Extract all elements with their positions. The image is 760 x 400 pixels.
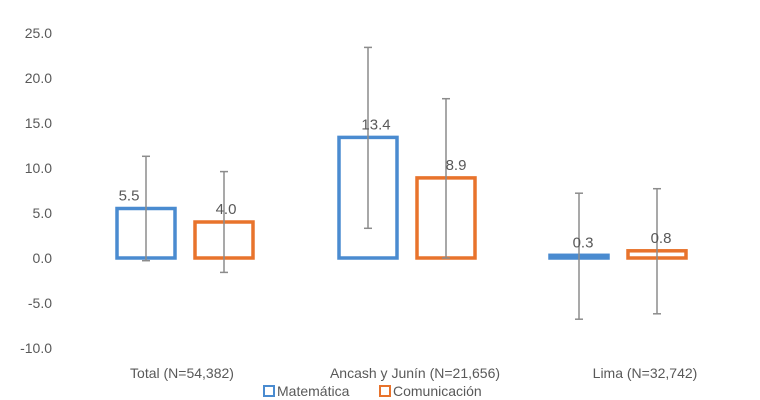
category-label: Ancash y Junín (N=21,656): [330, 365, 500, 381]
data-labels: 5.5 13.4 0.3 4.0 8.9 0.8: [119, 116, 672, 251]
y-tick-label: 20.0: [25, 70, 52, 86]
category-label: Lima (N=32,742): [593, 365, 698, 381]
data-label: 8.9: [446, 157, 467, 174]
data-label: 5.5: [119, 188, 140, 205]
legend-label: Comunicación: [393, 383, 482, 399]
category-labels: Total (N=54,382) Ancash y Junín (N=21,656…: [130, 365, 697, 381]
data-label: 0.8: [651, 230, 672, 247]
data-label: 4.0: [216, 201, 237, 218]
y-axis: 25.0 20.0 15.0 10.0 5.0 0.0 -5.0 -10.0: [20, 25, 52, 356]
category-label: Total (N=54,382): [130, 365, 234, 381]
y-tick-label: 15.0: [25, 115, 52, 131]
y-tick-label: 25.0: [25, 25, 52, 41]
legend-label: Matemática: [277, 383, 350, 399]
bars: [115, 135, 688, 260]
legend: Matemática Comunicación: [263, 383, 482, 399]
y-tick-label: 0.0: [33, 250, 53, 266]
y-tick-label: -5.0: [28, 295, 52, 311]
data-label: 13.4: [361, 116, 390, 133]
y-tick-label: -10.0: [20, 340, 52, 356]
legend-swatch: [379, 385, 391, 397]
legend-swatch: [263, 385, 275, 397]
data-label: 0.3: [573, 234, 594, 251]
error-bars: [142, 46, 661, 320]
y-tick-label: 5.0: [33, 205, 53, 221]
y-tick-label: 10.0: [25, 160, 52, 176]
